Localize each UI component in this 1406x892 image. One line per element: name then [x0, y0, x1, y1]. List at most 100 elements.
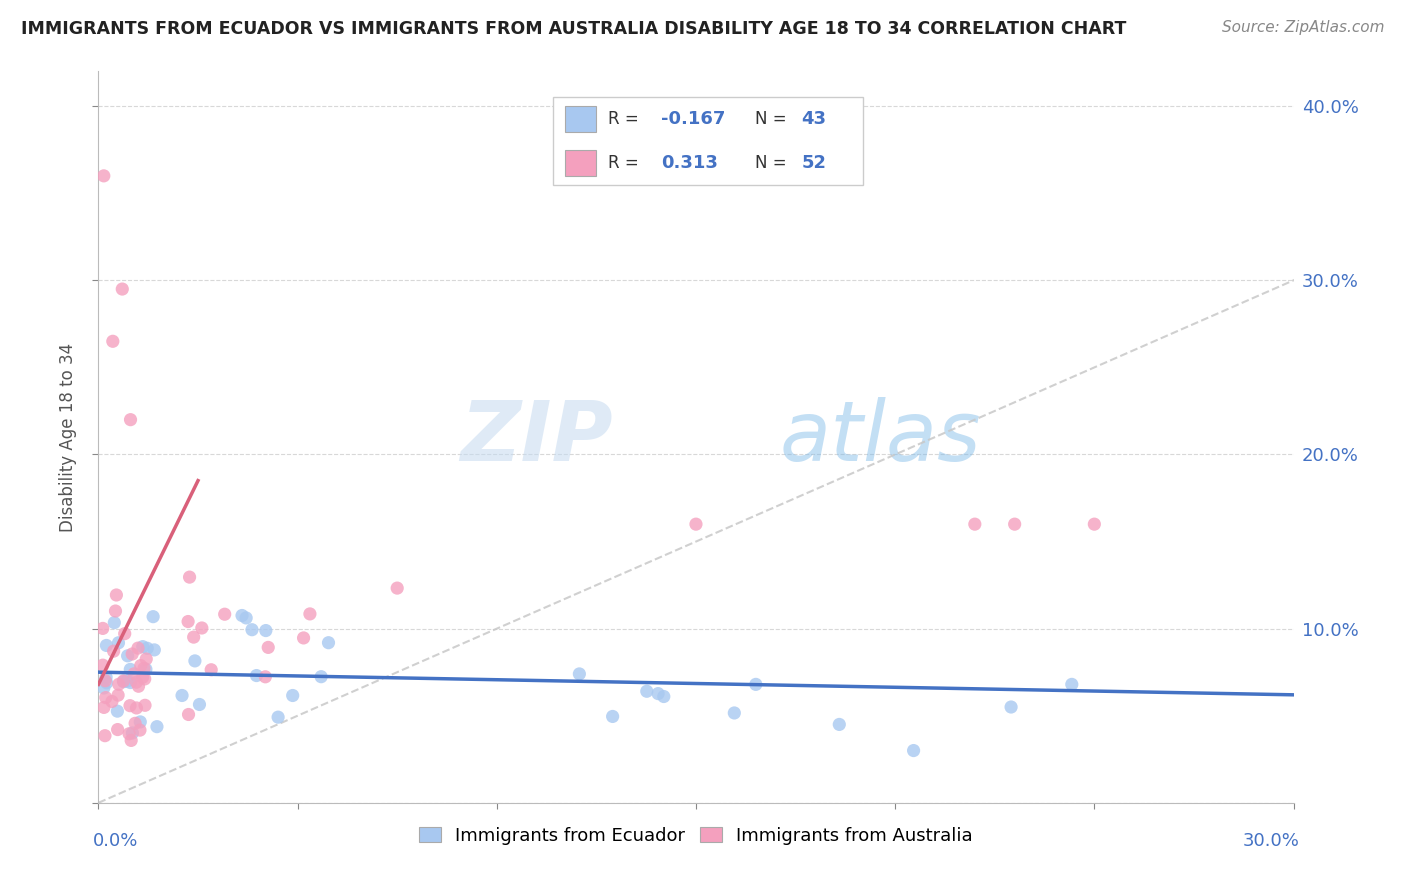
Point: [240, 623, 263, 637]
Point: [135, 652, 157, 666]
Point: [121, 726, 143, 740]
Point: [257, 640, 280, 655]
Point: [132, 640, 155, 654]
Point: [93, 700, 115, 714]
Point: [107, 677, 129, 691]
Y-axis label: Disability Age 18 to 34: Disability Age 18 to 34: [59, 343, 77, 532]
Point: [128, 679, 150, 693]
Point: [963, 517, 986, 532]
Point: [745, 677, 768, 691]
Point: [115, 674, 138, 689]
Point: [111, 282, 134, 296]
Point: [1004, 517, 1026, 532]
Point: [318, 636, 340, 650]
Point: [120, 733, 142, 747]
Point: [170, 689, 193, 703]
Point: [101, 694, 124, 708]
Text: Source: ZipAtlas.com: Source: ZipAtlas.com: [1222, 20, 1385, 35]
Point: [94, 690, 117, 705]
Point: [93, 681, 115, 695]
Point: [135, 662, 157, 676]
Point: [903, 743, 925, 757]
Point: [103, 644, 125, 658]
Point: [828, 717, 851, 731]
Point: [125, 675, 148, 690]
Point: [231, 608, 253, 623]
Point: [568, 667, 591, 681]
Point: [132, 661, 155, 675]
Point: [112, 673, 135, 688]
Point: [101, 334, 124, 349]
Text: atlas: atlas: [779, 397, 981, 477]
Point: [177, 707, 200, 722]
Point: [96, 639, 118, 653]
Point: [385, 581, 409, 595]
Point: [129, 723, 152, 738]
Point: [112, 674, 135, 689]
Point: [1000, 700, 1022, 714]
Point: [292, 631, 315, 645]
Text: 0.0%: 0.0%: [93, 832, 138, 850]
Point: [267, 710, 290, 724]
Point: [136, 641, 159, 656]
Point: [142, 609, 165, 624]
Point: [200, 663, 222, 677]
Point: [107, 688, 129, 702]
Point: [309, 670, 332, 684]
Point: [105, 704, 128, 718]
Point: [143, 643, 166, 657]
Point: [647, 687, 669, 701]
Point: [191, 621, 214, 635]
Point: [245, 668, 267, 682]
Point: [235, 611, 257, 625]
Point: [120, 662, 142, 676]
Point: [118, 727, 141, 741]
Point: [179, 570, 201, 584]
Point: [114, 626, 136, 640]
Point: [134, 698, 156, 713]
Point: [184, 654, 207, 668]
Point: [188, 698, 211, 712]
Point: [94, 670, 117, 684]
Point: [107, 723, 129, 737]
Point: [1060, 677, 1083, 691]
Point: [117, 648, 139, 663]
Point: [103, 615, 125, 630]
Point: [685, 517, 707, 532]
Point: [177, 615, 200, 629]
Point: [118, 698, 141, 713]
Point: [120, 412, 142, 426]
Point: [91, 621, 114, 635]
Point: [1083, 517, 1105, 532]
Point: [105, 588, 128, 602]
Point: [214, 607, 236, 622]
Text: 30.0%: 30.0%: [1243, 832, 1299, 850]
Point: [96, 675, 118, 690]
Point: [121, 647, 143, 661]
Point: [636, 684, 658, 698]
Point: [254, 670, 277, 684]
Text: ZIP: ZIP: [460, 397, 613, 477]
Point: [94, 729, 117, 743]
Text: IMMIGRANTS FROM ECUADOR VS IMMIGRANTS FROM AUSTRALIA DISABILITY AGE 18 TO 34 COR: IMMIGRANTS FROM ECUADOR VS IMMIGRANTS FR…: [21, 20, 1126, 37]
Point: [129, 714, 152, 729]
Point: [122, 666, 145, 681]
Point: [120, 675, 142, 690]
Point: [91, 658, 114, 673]
Point: [104, 604, 127, 618]
Point: [131, 670, 153, 684]
Point: [107, 636, 129, 650]
Point: [134, 672, 156, 686]
Point: [124, 716, 146, 731]
Point: [125, 701, 148, 715]
Point: [146, 720, 169, 734]
Point: [93, 169, 115, 183]
Point: [183, 630, 205, 644]
Point: [127, 641, 149, 656]
Point: [652, 690, 675, 704]
Point: [298, 607, 321, 621]
Point: [281, 689, 304, 703]
Point: [723, 706, 745, 720]
Legend: Immigrants from Ecuador, Immigrants from Australia: Immigrants from Ecuador, Immigrants from…: [412, 820, 980, 852]
Point: [94, 673, 117, 688]
